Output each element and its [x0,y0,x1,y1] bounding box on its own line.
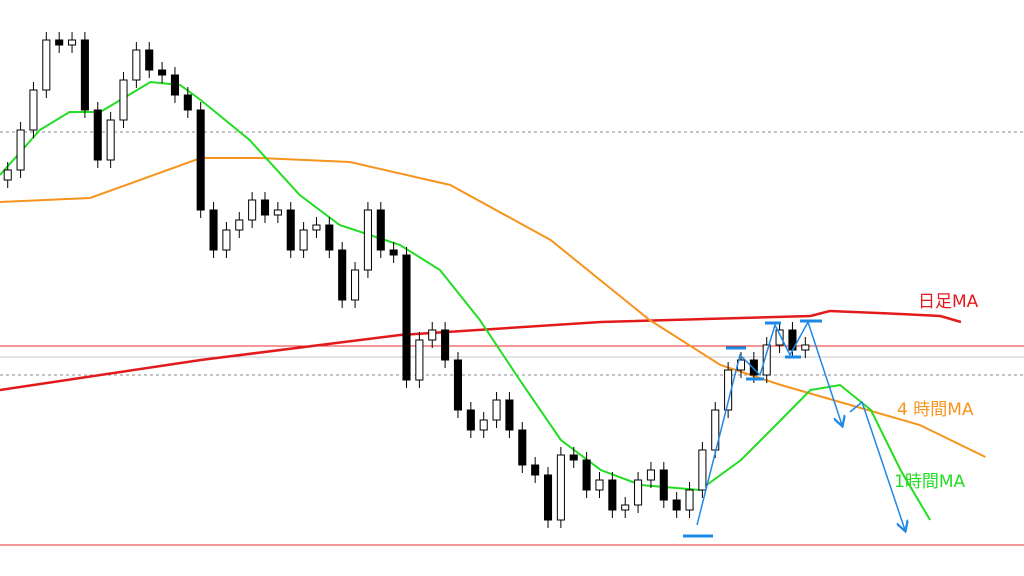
candle-body [363,209,372,271]
candle-body [93,109,102,161]
candle-body [68,39,77,46]
candle-body [775,329,784,346]
candle-body [338,249,347,301]
candle-body [441,329,450,361]
candle-body [351,269,360,301]
moving-averages [0,80,986,521]
candle-body [415,339,424,381]
candle-body [453,359,463,411]
candle-body [158,69,167,76]
ma-label: 日足MA [918,292,979,312]
candle-body [260,199,270,216]
candle-body [646,469,655,481]
candle-body [248,199,257,221]
candle-body [428,329,437,341]
candle-body [222,229,231,251]
candle-body [608,479,617,511]
ma-label: 1時間MA [894,472,965,492]
candle-body [376,209,385,251]
candle-body [479,419,488,431]
candle-body [119,79,128,121]
candle-body [518,429,527,466]
candle-body [621,504,630,511]
candle-body [273,209,282,216]
candle-body [16,129,25,171]
ma-label: 4 時間MA [897,400,974,420]
candle-body [556,454,565,521]
candles [3,32,810,528]
candle-body [183,94,192,111]
candle-body [42,39,51,91]
candle-body [466,409,475,431]
candle-body [196,109,205,211]
candle-body [659,469,668,501]
candle-body [286,209,295,251]
candle-body [325,224,334,251]
candle-body [299,229,308,251]
candle-body [749,359,758,376]
candle-body [389,249,398,256]
candle-body [505,399,514,431]
candle-body [106,119,115,161]
candle-body [543,474,553,521]
candle-body [29,89,38,131]
zigzag [849,400,905,530]
candle-body [582,459,591,491]
candle-body [685,489,694,511]
ma-line [0,80,931,521]
candle-body [672,499,681,511]
candle-body [312,224,321,231]
candle-body [235,219,244,231]
candle-body [801,344,810,351]
ma-labels: 日足MA 4 時間MA 1時間MA [894,292,979,492]
candle-body [595,479,604,491]
candle-body [569,454,578,461]
candle-body [698,449,707,491]
candle-body [209,209,218,251]
candle-body [3,169,12,181]
candle-body [762,344,771,376]
levels [0,131,1024,546]
pattern-annotation [683,319,905,538]
candle-body [170,74,179,96]
candle-body [132,49,141,81]
candle-body [402,254,411,381]
candle-body [531,464,540,476]
candle-body [492,399,501,421]
candle-body [145,49,154,71]
ma-line [0,309,962,392]
candle-body [55,39,64,46]
candle-body [634,479,643,506]
candle-body [80,39,89,111]
